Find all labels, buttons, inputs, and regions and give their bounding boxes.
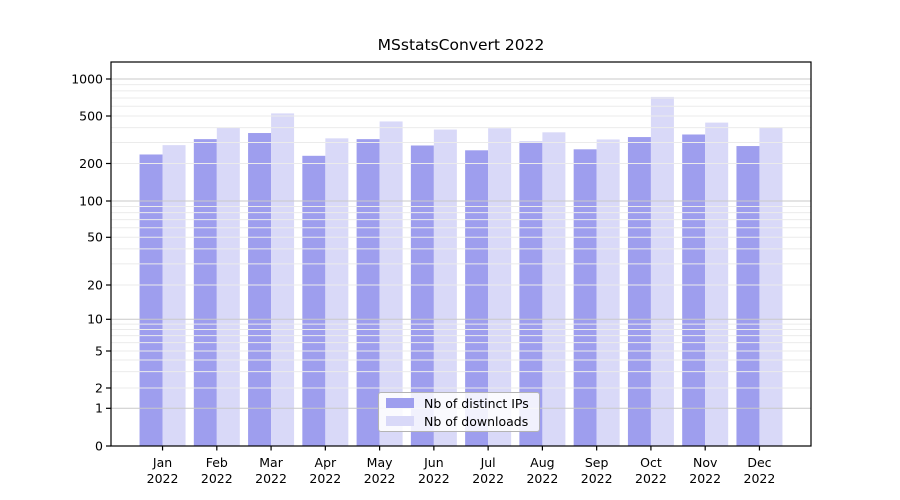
legend-label-downloads: Nb of downloads — [424, 413, 529, 429]
bar-downloads — [650, 96, 674, 446]
bar-distinct-ips — [682, 134, 706, 447]
x-axis-tick-label-year: 2022 — [526, 471, 558, 486]
x-axis-tick-label-year: 2022 — [147, 471, 179, 486]
x-axis-tick-label-month: Mar — [259, 455, 283, 470]
x-axis-tick-label-year: 2022 — [364, 471, 396, 486]
x-axis-tick-label-year: 2022 — [472, 471, 504, 486]
y-axis-tick-label: 20 — [87, 277, 103, 292]
x-axis-tick-label-month: Aug — [530, 455, 554, 470]
y-axis-tick-label: 200 — [79, 156, 103, 171]
x-axis-tick-label-year: 2022 — [309, 471, 341, 486]
y-axis-tick-label: 100 — [79, 193, 103, 208]
bar-distinct-ips — [356, 139, 380, 447]
y-axis-tick-label: 1 — [95, 401, 103, 416]
y-axis-tick-label: 500 — [79, 108, 103, 123]
legend: Nb of distinct IPs Nb of downloads — [378, 392, 540, 432]
x-axis-tick-label-month: Jan — [152, 455, 172, 470]
y-axis-tick-label: 50 — [87, 230, 103, 245]
legend-swatch-distinct-ips — [386, 398, 414, 408]
y-axis-tick-label: 1000 — [71, 71, 103, 86]
x-axis-tick-label-month: Feb — [206, 455, 228, 470]
legend-label-distinct-ips: Nb of distinct IPs — [424, 395, 529, 411]
bar-downloads — [705, 122, 729, 447]
bar-distinct-ips — [519, 141, 543, 447]
x-axis-tick-label-month: Jun — [423, 455, 444, 470]
bar-downloads — [325, 138, 349, 446]
x-axis-tick-label-month: Jul — [480, 455, 496, 470]
legend-item-downloads: Nb of downloads — [379, 414, 539, 429]
x-axis-tick-label-year: 2022 — [255, 471, 287, 486]
x-axis-tick-label-year: 2022 — [744, 471, 776, 486]
bar-downloads — [488, 128, 512, 446]
bar-distinct-ips — [248, 133, 272, 446]
chart-title: MSstatsConvert 2022 — [377, 36, 545, 54]
bar-distinct-ips — [302, 155, 326, 447]
legend-item-distinct-ips: Nb of distinct IPs — [379, 396, 539, 411]
x-axis-tick-label-year: 2022 — [201, 471, 233, 486]
legend-swatch-downloads — [386, 416, 414, 426]
bar-downloads — [271, 113, 295, 446]
y-axis-tick-label: 5 — [95, 343, 103, 358]
x-axis-tick-label-month: May — [367, 455, 393, 470]
bar-downloads — [162, 145, 186, 446]
x-axis-tick-label-year: 2022 — [689, 471, 721, 486]
x-axis-tick-label-month: Sep — [585, 455, 609, 470]
bar-downloads — [542, 132, 566, 446]
bar-distinct-ips — [736, 146, 760, 446]
x-axis-tick-label-year: 2022 — [418, 471, 450, 486]
y-axis-tick-label: 2 — [95, 380, 103, 395]
y-axis-tick-label: 0 — [95, 438, 103, 453]
bar-downloads — [433, 129, 457, 446]
bar-downloads — [596, 139, 620, 447]
bar-downloads — [759, 127, 783, 446]
axes-spines — [110, 61, 812, 447]
x-axis-tick-label-month: Dec — [747, 455, 771, 470]
x-axis-tick-label-month: Oct — [640, 455, 662, 470]
x-axis-tick-label-month: Apr — [315, 455, 337, 470]
x-axis-tick-label-year: 2022 — [581, 471, 613, 486]
bar-downloads — [379, 121, 403, 447]
x-axis-tick-label-year: 2022 — [635, 471, 667, 486]
bar-distinct-ips — [410, 145, 434, 446]
bar-distinct-ips — [139, 154, 163, 446]
x-axis-tick-label-month: Nov — [693, 455, 718, 470]
bar-distinct-ips — [627, 137, 651, 446]
bar-distinct-ips — [573, 149, 597, 447]
bar-distinct-ips — [193, 139, 217, 447]
bar-downloads — [216, 127, 240, 447]
y-axis-tick-label: 10 — [87, 312, 103, 327]
